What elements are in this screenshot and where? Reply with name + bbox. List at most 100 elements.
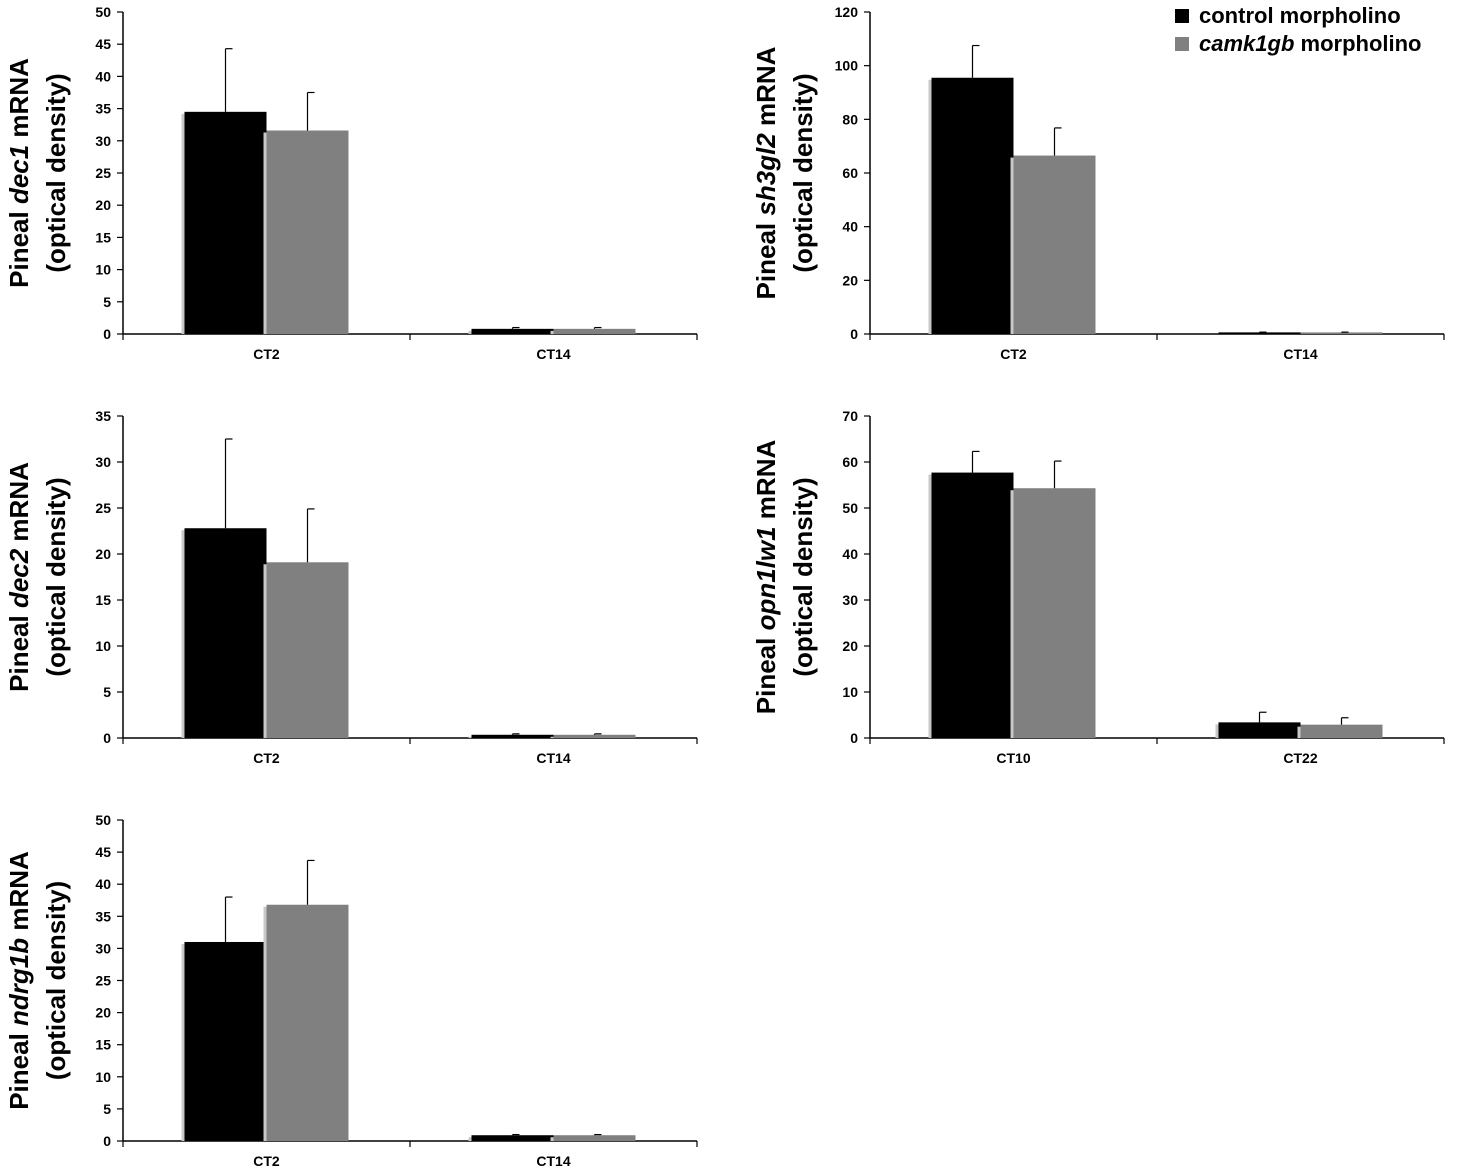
bar-shadow xyxy=(928,474,932,738)
x-tick-label: CT14 xyxy=(536,750,570,766)
x-tick-label: CT14 xyxy=(1283,346,1317,362)
y-tick-label: 0 xyxy=(850,730,858,746)
legend-item: camk1gb morpholino xyxy=(1175,31,1421,56)
y-tick-label: 20 xyxy=(95,546,111,562)
y-axis-label-line1: Pineal ndrg1b mRNA xyxy=(4,851,34,1110)
chart-panel: 0 20 40 60 80 100 120 CT2 CT14 Pineal sh3gl2 mRNA… xyxy=(751,4,1445,362)
y-tick-label: 60 xyxy=(842,454,858,470)
chart-panel: 0 5 10 15 20 25 30 35 CT2 CT14 Pineal dec2 mRNA (op… xyxy=(4,408,698,766)
y-tick-label: 15 xyxy=(95,229,111,245)
bar-shadow xyxy=(181,113,185,334)
bar xyxy=(1218,722,1301,738)
bar-shadow xyxy=(550,736,554,738)
bar xyxy=(184,528,267,738)
y-tick-label: 60 xyxy=(842,165,858,181)
bar xyxy=(471,328,554,334)
y-tick-label: 50 xyxy=(95,4,111,20)
bar xyxy=(1013,488,1096,738)
y-axis-label-line2: (optical density) xyxy=(41,881,71,1080)
bar xyxy=(1300,332,1383,334)
bar xyxy=(1218,332,1301,334)
y-tick-label: 50 xyxy=(95,812,111,828)
y-tick-label: 35 xyxy=(95,101,111,117)
y-tick-label: 5 xyxy=(103,294,111,310)
y-tick-label: 50 xyxy=(842,500,858,516)
y-tick-label: 45 xyxy=(95,36,111,52)
bar-shadow xyxy=(1010,490,1014,738)
bar xyxy=(553,1135,636,1141)
bar-shadow xyxy=(1010,157,1014,334)
x-tick-label: CT2 xyxy=(253,1153,280,1169)
legend-swatch xyxy=(1175,37,1189,51)
legend: control morpholino camk1gb morpholino xyxy=(1175,3,1421,56)
y-tick-label: 20 xyxy=(842,638,858,654)
bar xyxy=(553,734,636,738)
x-tick-label: CT2 xyxy=(253,750,280,766)
y-tick-label: 30 xyxy=(95,454,111,470)
y-tick-label: 0 xyxy=(103,730,111,746)
y-tick-label: 20 xyxy=(842,272,858,288)
y-tick-label: 30 xyxy=(95,940,111,956)
y-tick-label: 80 xyxy=(842,111,858,127)
legend-item: control morpholino xyxy=(1175,3,1401,28)
chart-panel: 0 5 10 15 20 25 30 35 40 45 50 CT2 CT14 Pineal ndrg1b… xyxy=(4,812,698,1169)
y-tick-label: 10 xyxy=(95,262,111,278)
bar-shadow xyxy=(550,1137,554,1141)
y-tick-label: 40 xyxy=(842,546,858,562)
y-tick-label: 40 xyxy=(842,219,858,235)
bar xyxy=(184,111,267,334)
y-tick-label: 45 xyxy=(95,844,111,860)
bar xyxy=(266,904,349,1141)
x-tick-label: CT10 xyxy=(996,750,1030,766)
bar-shadow xyxy=(1215,724,1219,738)
bar xyxy=(931,472,1014,738)
legend-label: control morpholino xyxy=(1199,3,1401,28)
y-tick-label: 15 xyxy=(95,1037,111,1053)
y-tick-label: 10 xyxy=(95,638,111,654)
y-tick-label: 120 xyxy=(835,4,859,20)
y-tick-label: 5 xyxy=(103,684,111,700)
y-tick-label: 5 xyxy=(103,1101,111,1117)
y-axis-label-line1: Pineal sh3gl2 mRNA xyxy=(751,46,781,299)
bar-shadow xyxy=(181,943,185,1141)
bar-shadow xyxy=(468,330,472,334)
y-axis-label-line1: Pineal dec2 mRNA xyxy=(4,462,34,692)
y-axis-label-line2: (optical density) xyxy=(41,477,71,676)
x-tick-label: CT2 xyxy=(253,346,280,362)
x-tick-label: CT2 xyxy=(1000,346,1027,362)
y-tick-label: 0 xyxy=(103,326,111,342)
y-axis-label-line1: Pineal opn1lw1 mRNA xyxy=(751,440,781,715)
y-tick-label: 20 xyxy=(95,1005,111,1021)
bar xyxy=(266,130,349,334)
y-tick-label: 0 xyxy=(103,1133,111,1149)
y-tick-label: 25 xyxy=(95,500,111,516)
bar-shadow xyxy=(468,736,472,738)
x-tick-label: CT14 xyxy=(536,346,570,362)
bar xyxy=(1013,155,1096,334)
y-axis-label-line1: Pineal dec1 mRNA xyxy=(4,58,34,288)
legend-label: camk1gb morpholino xyxy=(1199,31,1421,56)
bar-shadow xyxy=(928,79,932,334)
y-tick-label: 40 xyxy=(95,68,111,84)
y-axis-label-line2: (optical density) xyxy=(788,73,818,272)
y-tick-label: 15 xyxy=(95,592,111,608)
y-tick-label: 10 xyxy=(842,684,858,700)
bar-shadow xyxy=(468,1137,472,1141)
bar xyxy=(471,1135,554,1141)
y-tick-label: 35 xyxy=(95,908,111,924)
y-tick-label: 35 xyxy=(95,408,111,424)
chart-panel: 0 10 20 30 40 50 60 70 CT10 CT22 Pineal opn1lw1 mR… xyxy=(751,408,1445,766)
y-tick-label: 100 xyxy=(835,58,859,74)
y-tick-label: 40 xyxy=(95,876,111,892)
bar xyxy=(553,328,636,334)
bar-shadow xyxy=(1297,726,1301,738)
bar xyxy=(1300,724,1383,738)
bar-shadow xyxy=(263,906,267,1141)
bar-shadow xyxy=(263,132,267,334)
bar xyxy=(184,941,267,1141)
legend-swatch xyxy=(1175,9,1189,23)
y-tick-label: 10 xyxy=(95,1069,111,1085)
y-tick-label: 25 xyxy=(95,165,111,181)
